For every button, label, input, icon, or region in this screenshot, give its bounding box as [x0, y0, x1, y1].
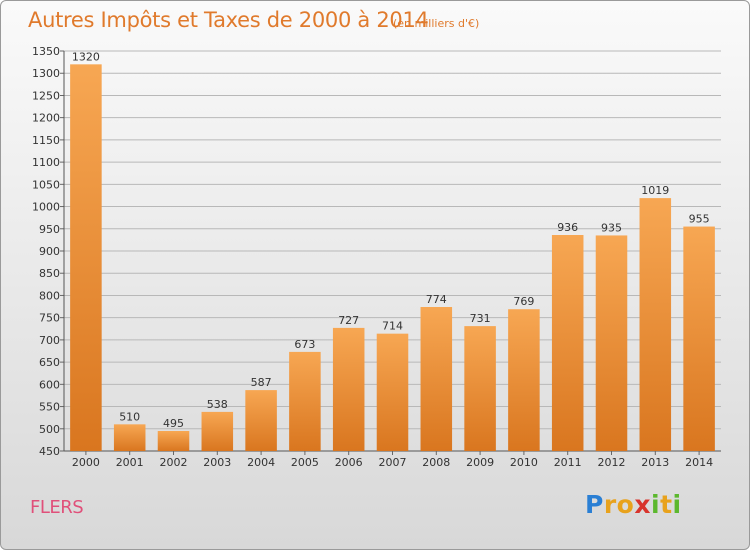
x-tick-label: 2003 — [203, 456, 231, 469]
bar — [420, 307, 453, 451]
bar — [157, 431, 190, 451]
bar — [201, 411, 234, 451]
x-tick-label: 2006 — [335, 456, 363, 469]
chart-subtitle: (en milliers d'€) — [393, 17, 480, 30]
data-label: 1320 — [72, 50, 100, 63]
data-label: 769 — [513, 295, 534, 308]
y-tick-label: 1250 — [32, 89, 60, 102]
bar — [376, 333, 409, 451]
location-label: FLERS — [30, 497, 84, 518]
y-tick-label: 550 — [39, 401, 60, 414]
data-label: 510 — [119, 410, 140, 423]
y-tick-label: 1350 — [32, 45, 60, 58]
logo-letter: i — [651, 490, 661, 519]
y-tick-label: 1150 — [32, 134, 60, 147]
y-tick-label: 700 — [39, 334, 60, 347]
y-tick-label: 1200 — [32, 112, 60, 125]
x-tick-label: 2002 — [160, 456, 188, 469]
data-label: 495 — [163, 417, 184, 430]
data-label: 714 — [382, 320, 403, 333]
logo-letter: P — [585, 490, 604, 519]
x-tick-label: 2010 — [510, 456, 538, 469]
data-label: 955 — [689, 213, 710, 226]
y-tick-label: 1050 — [32, 178, 60, 191]
bar — [639, 198, 672, 451]
data-label: 731 — [470, 312, 491, 325]
chart-title: Autres Impôts et Taxes de 2000 à 2014 — [28, 8, 429, 32]
bar — [113, 424, 146, 451]
logo-letter: o — [616, 490, 635, 519]
bar — [551, 235, 584, 451]
data-label: 538 — [207, 398, 228, 411]
x-tick-label: 2004 — [247, 456, 275, 469]
bar — [245, 390, 277, 451]
logo-letter: t — [660, 490, 673, 519]
y-tick-label: 800 — [39, 289, 60, 302]
y-tick-label: 1300 — [32, 67, 60, 80]
bar — [464, 326, 496, 451]
y-tick-label: 600 — [39, 378, 60, 391]
y-tick-label: 950 — [39, 223, 60, 236]
x-tick-label: 2011 — [554, 456, 582, 469]
x-tick-label: 2001 — [116, 456, 144, 469]
x-tick-label: 2013 — [641, 456, 669, 469]
data-label: 935 — [601, 221, 622, 234]
y-tick-label: 650 — [39, 356, 60, 369]
data-label: 727 — [338, 314, 359, 327]
y-tick-label: 1000 — [32, 201, 60, 214]
y-tick-label: 450 — [39, 445, 60, 458]
y-tick-label: 850 — [39, 267, 60, 280]
bar — [332, 327, 365, 451]
data-label: 1019 — [641, 184, 669, 197]
data-label: 587 — [251, 376, 272, 389]
logo-letter: x — [634, 490, 651, 519]
y-tick-label: 900 — [39, 245, 60, 258]
x-tick-label: 2009 — [466, 456, 494, 469]
y-tick-label: 750 — [39, 312, 60, 325]
data-label: 673 — [294, 338, 315, 351]
x-tick-label: 2014 — [685, 456, 713, 469]
proxiti-logo[interactable]: Proxiti — [585, 490, 682, 519]
x-tick-label: 2000 — [72, 456, 100, 469]
data-label: 774 — [426, 293, 447, 306]
x-tick-label: 2012 — [598, 456, 626, 469]
bar — [70, 64, 102, 452]
bar — [289, 351, 321, 451]
x-tick-label: 2008 — [422, 456, 450, 469]
x-tick-label: 2007 — [379, 456, 407, 469]
x-tick-label: 2005 — [291, 456, 319, 469]
logo-letter: r — [603, 490, 617, 519]
y-tick-label: 1100 — [32, 156, 60, 169]
bar — [683, 226, 715, 451]
logo-letter: i — [672, 490, 682, 519]
y-tick-label: 500 — [39, 423, 60, 436]
data-label: 936 — [557, 221, 578, 234]
bar — [595, 235, 628, 451]
bar — [508, 309, 540, 451]
